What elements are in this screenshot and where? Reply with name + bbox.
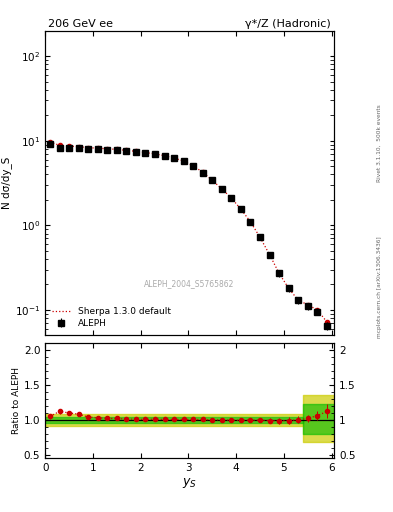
Sherpa 1.3.0 default <box>286 285 291 291</box>
Sherpa 1.3.0 default <box>143 150 148 156</box>
Sherpa 1.3.0 default <box>325 319 329 325</box>
Sherpa 1.3.0 default <box>124 147 129 154</box>
Sherpa 1.3.0 default <box>210 177 215 183</box>
X-axis label: $y_S$: $y_S$ <box>182 476 197 490</box>
Sherpa 1.3.0 default <box>67 143 72 149</box>
Sherpa 1.3.0 default <box>191 163 196 169</box>
Y-axis label: Ratio to ALEPH: Ratio to ALEPH <box>12 367 21 434</box>
Legend: Sherpa 1.3.0 default, ALEPH: Sherpa 1.3.0 default, ALEPH <box>50 305 173 331</box>
Sherpa 1.3.0 default <box>48 139 52 145</box>
Sherpa 1.3.0 default <box>200 169 205 175</box>
Sherpa 1.3.0 default <box>296 297 301 303</box>
Sherpa 1.3.0 default <box>134 148 138 155</box>
Line: Sherpa 1.3.0 default: Sherpa 1.3.0 default <box>50 142 327 322</box>
Sherpa 1.3.0 default <box>248 219 253 225</box>
Text: ALEPH_2004_S5765862: ALEPH_2004_S5765862 <box>145 279 235 288</box>
Sherpa 1.3.0 default <box>267 251 272 258</box>
Sherpa 1.3.0 default <box>315 307 320 313</box>
Sherpa 1.3.0 default <box>258 234 263 241</box>
Sherpa 1.3.0 default <box>239 206 243 212</box>
Text: 206 GeV ee: 206 GeV ee <box>48 19 113 29</box>
Sherpa 1.3.0 default <box>220 186 224 192</box>
Sherpa 1.3.0 default <box>152 151 157 157</box>
Sherpa 1.3.0 default <box>277 270 281 276</box>
Sherpa 1.3.0 default <box>229 195 234 201</box>
Y-axis label: N dσ/dy_S: N dσ/dy_S <box>1 157 12 209</box>
Sherpa 1.3.0 default <box>76 144 81 150</box>
Sherpa 1.3.0 default <box>181 158 186 164</box>
Sherpa 1.3.0 default <box>172 155 176 161</box>
Sherpa 1.3.0 default <box>86 144 90 151</box>
Sherpa 1.3.0 default <box>95 145 100 152</box>
Text: mcplots.cern.ch [arXiv:1306.3436]: mcplots.cern.ch [arXiv:1306.3436] <box>377 236 382 337</box>
Sherpa 1.3.0 default <box>105 145 110 152</box>
Text: γ*/Z (Hadronic): γ*/Z (Hadronic) <box>245 19 331 29</box>
Sherpa 1.3.0 default <box>114 146 119 153</box>
Sherpa 1.3.0 default <box>162 153 167 159</box>
Text: Rivet 3.1.10,  500k events: Rivet 3.1.10, 500k events <box>377 104 382 182</box>
Sherpa 1.3.0 default <box>305 302 310 308</box>
Sherpa 1.3.0 default <box>57 142 62 148</box>
